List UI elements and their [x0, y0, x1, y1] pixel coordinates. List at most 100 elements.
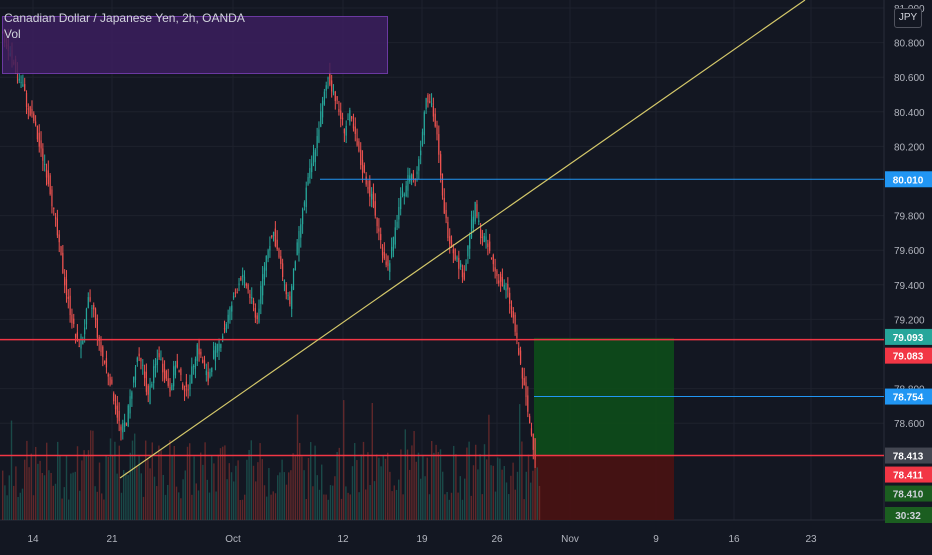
candle-body	[472, 216, 474, 229]
volume-bar	[464, 478, 466, 520]
volume-indicator-label[interactable]: Vol	[4, 27, 21, 41]
candle-body	[298, 231, 300, 254]
volume-bar	[380, 466, 382, 520]
volume-bar	[356, 460, 358, 520]
candle-body	[36, 125, 39, 140]
volume-bar	[180, 498, 182, 520]
volume-bar	[290, 470, 292, 520]
volume-bar	[158, 445, 160, 520]
volume-bar	[505, 482, 508, 520]
volume-bar	[57, 441, 59, 520]
price-tag[interactable]	[885, 466, 932, 483]
volume-bar	[433, 452, 435, 520]
y-tick-label: 79.800	[894, 212, 925, 223]
volume-bar	[46, 442, 48, 520]
volume-bar	[360, 454, 362, 520]
volume-bar	[65, 455, 68, 520]
volume-bar	[109, 438, 112, 520]
volume-bar	[448, 499, 450, 520]
candle-body	[231, 305, 233, 312]
candle-body	[329, 71, 331, 85]
volume-bar	[15, 466, 17, 520]
candle-body	[410, 174, 413, 179]
price-tag[interactable]	[885, 347, 932, 364]
candle-body	[158, 353, 160, 358]
price-tag[interactable]	[885, 171, 932, 188]
candle-body	[138, 353, 140, 357]
loss-zone[interactable]	[534, 455, 674, 520]
volume-bar	[83, 450, 85, 520]
candle-body	[369, 180, 371, 197]
volume-bar	[437, 452, 439, 520]
volume-bar	[354, 443, 356, 520]
volume-bar	[235, 465, 237, 520]
price-tag[interactable]	[885, 507, 932, 523]
volume-bar	[378, 457, 380, 520]
candle-body	[263, 267, 266, 280]
candle-body	[120, 426, 122, 431]
price-tag[interactable]	[885, 388, 932, 405]
volume-bar	[497, 457, 499, 520]
trend-line[interactable]	[119, 0, 806, 479]
candle-body	[307, 177, 309, 185]
volume-bar	[92, 430, 94, 520]
chart-legend: Canadian Dollar / Japanese Yen, 2h, OAND…	[4, 10, 245, 42]
candle-body	[254, 307, 256, 318]
price-tag[interactable]	[885, 447, 932, 464]
price-tag-label: 78.411	[893, 471, 923, 482]
candle-body	[516, 332, 518, 338]
volume-bar	[296, 414, 299, 520]
volume-bar	[186, 446, 189, 520]
candle-body	[234, 292, 237, 294]
volume-bar	[398, 479, 400, 520]
candle-body	[518, 348, 520, 355]
volume-bar	[530, 482, 532, 520]
candle-body	[218, 343, 220, 351]
candle-body	[390, 246, 393, 258]
price-tag[interactable]	[885, 328, 932, 345]
candle-body	[223, 328, 226, 330]
candle-body	[341, 117, 344, 120]
symbol-title[interactable]: Canadian Dollar / Japanese Yen, 2h, OAND…	[4, 11, 245, 25]
candle-body	[200, 351, 202, 355]
candle-body	[441, 173, 444, 196]
volume-bar	[358, 492, 360, 520]
x-tick-label: 23	[805, 534, 817, 545]
candle-body	[532, 433, 534, 450]
candle-body	[203, 360, 206, 367]
volume-bar	[206, 479, 208, 520]
candle-body	[100, 341, 102, 353]
candle-body	[145, 371, 148, 392]
volume-bar	[224, 445, 226, 520]
candle-body	[387, 256, 389, 266]
candle-body	[447, 221, 449, 239]
price-tag[interactable]	[885, 485, 932, 502]
y-tick-label: 79.400	[894, 281, 925, 292]
volume-bar	[422, 454, 424, 520]
volume-bar	[334, 476, 336, 520]
volume-bar	[215, 491, 217, 520]
candle-body	[249, 293, 251, 298]
volume-bar	[400, 449, 402, 520]
candle-body	[194, 358, 197, 369]
volume-bar	[477, 469, 479, 520]
volume-bar	[373, 481, 376, 520]
volume-bar	[2, 470, 4, 520]
volume-bar	[81, 460, 83, 520]
candle-body	[211, 367, 213, 373]
candle-body	[452, 249, 454, 254]
candle-body	[143, 371, 146, 379]
volume-bar	[50, 472, 52, 520]
candle-body	[84, 327, 86, 335]
volume-bar	[479, 454, 481, 520]
volume-bar	[310, 442, 312, 520]
volume-bar	[189, 443, 191, 520]
candle-body	[512, 310, 514, 318]
volume-bar	[19, 492, 21, 520]
volume-bar	[527, 454, 530, 520]
candle-body	[396, 221, 398, 228]
currency-unit-badge[interactable]: JPY	[894, 8, 922, 28]
candle-body	[340, 110, 342, 120]
